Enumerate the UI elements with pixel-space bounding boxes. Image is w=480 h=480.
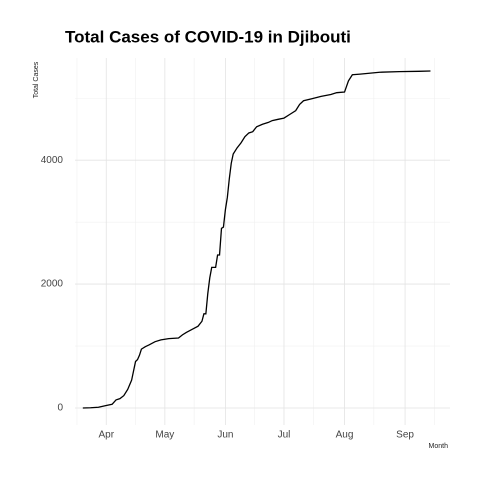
x-tick-label: Jul [278, 430, 291, 441]
x-tick-label: Jun [217, 430, 233, 441]
y-tick-label: 0 [57, 403, 63, 414]
data-line [82, 70, 431, 409]
y-tick-label: 2000 [41, 279, 64, 290]
y-tick-label: 4000 [41, 155, 64, 166]
x-tick-label: May [155, 430, 174, 441]
x-tick-label: Sep [396, 430, 414, 441]
x-axis-title: Month [429, 443, 449, 450]
x-tick-label: Aug [336, 430, 354, 441]
y-axis-title: Total Cases [33, 61, 40, 98]
x-tick-label: Apr [98, 430, 114, 441]
chart-title: Total Cases of COVID-19 in Djibouti [65, 27, 351, 46]
